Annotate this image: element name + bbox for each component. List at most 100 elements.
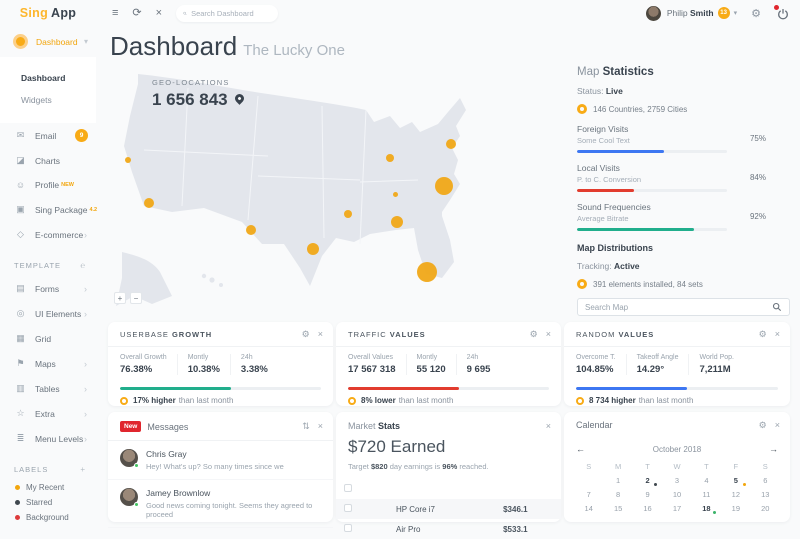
close-icon[interactable]: ×: [775, 421, 780, 430]
row-checkbox[interactable]: [344, 524, 352, 532]
close-icon[interactable]: ×: [318, 330, 323, 339]
user-notification-badge: 13: [718, 7, 730, 19]
gear-icon[interactable]: ⚙: [759, 421, 767, 430]
card-footer: 8% lower than last month: [336, 390, 561, 413]
title-bold: VALUES: [390, 330, 426, 339]
message-list-item[interactable]: Chris Gray Hey! What's up? So many times…: [108, 441, 333, 480]
day-cell[interactable]: 8: [603, 487, 632, 501]
calendar-month: October 2018: [585, 445, 769, 454]
day-cell[interactable]: 13: [751, 487, 780, 501]
sidebar-item-grid[interactable]: ▦ Grid: [0, 326, 96, 351]
label-text: My Recent: [26, 483, 64, 492]
tracking-line: Tracking: Active: [577, 261, 790, 271]
day-cell[interactable]: 5: [721, 473, 750, 487]
gear-icon[interactable]: ⚙: [759, 330, 767, 339]
sync-icon[interactable]: ⇅: [302, 422, 310, 431]
sidebar-item-maps[interactable]: ⚑ Maps ›: [0, 351, 96, 376]
sidebar-item-dashboard[interactable]: Dashboard ▾: [0, 26, 96, 57]
logout-power-icon[interactable]: [777, 7, 790, 20]
stat-label: 24h: [241, 354, 268, 361]
gear-icon[interactable]: ⚙: [302, 330, 310, 339]
select-all-checkbox[interactable]: [344, 484, 352, 492]
refresh-icon[interactable]: ⟳: [132, 8, 141, 19]
user-avatar[interactable]: [646, 6, 661, 21]
geo-dot: [391, 216, 403, 228]
sidebar-item-charts[interactable]: ◪ Charts: [0, 148, 96, 173]
search-input[interactable]: [191, 9, 271, 18]
table-row[interactable]: Air Pro $533.1: [336, 519, 561, 539]
close-icon[interactable]: ×: [318, 422, 323, 431]
sidebar-item-ui-elements[interactable]: ◎ UI Elements ›: [0, 301, 96, 326]
day-cell[interactable]: 18: [692, 501, 721, 515]
footer-rest: than last month: [399, 396, 454, 405]
chevron-down-icon[interactable]: ▾: [734, 9, 738, 17]
zoom-in-button[interactable]: +: [114, 292, 126, 304]
stat-value: 7,211M: [699, 364, 734, 375]
add-label-icon[interactable]: +: [80, 465, 86, 474]
day-cell[interactable]: 4: [692, 473, 721, 487]
close-icon[interactable]: ×: [775, 330, 780, 339]
day-cell[interactable]: 2: [633, 473, 662, 487]
sidebar-item-profile[interactable]: ☺ Profile NEW: [0, 173, 96, 197]
day-cell[interactable]: 9: [633, 487, 662, 501]
map-search-input[interactable]: [585, 303, 772, 312]
label-item-starred[interactable]: Starred: [0, 495, 96, 510]
sound-frequencies-row: Sound Frequencies Average Bitrate 92%: [577, 202, 790, 231]
day-cell[interactable]: 15: [603, 501, 632, 515]
sidebar-item-email[interactable]: ✉ Email 9: [0, 123, 96, 148]
gear-icon[interactable]: ⚙: [751, 7, 761, 20]
submenu-item-dashboard[interactable]: Dashboard: [21, 67, 96, 89]
close-icon[interactable]: ×: [546, 330, 551, 339]
page-title-text: Dashboard: [110, 31, 237, 61]
elements-line: 391 elements installed, 84 sets: [577, 279, 790, 289]
day-cell[interactable]: 12: [721, 487, 750, 501]
row-checkbox[interactable]: [344, 504, 352, 512]
label-item-background[interactable]: Background: [0, 510, 96, 525]
usa-map[interactable]: GEO-LOCATIONS 1 656 843 + −: [108, 60, 548, 312]
close-icon[interactable]: ×: [546, 422, 551, 431]
stat-label: Overall Growth: [120, 354, 167, 361]
template-section-icon[interactable]: ℮: [80, 261, 86, 270]
geo-dot: [417, 262, 437, 282]
day-cell[interactable]: 14: [574, 501, 603, 515]
submenu-item-widgets[interactable]: Widgets: [21, 89, 96, 111]
gear-icon[interactable]: ⚙: [530, 330, 538, 339]
event-dot: [713, 511, 716, 514]
day-cell[interactable]: 1: [603, 473, 632, 487]
weekday-header: W: [662, 459, 691, 473]
day-cell[interactable]: 6: [751, 473, 780, 487]
day-cell[interactable]: 10: [662, 487, 691, 501]
sidebar-item-sing-package[interactable]: ▣ Sing Package 4.2: [0, 197, 96, 222]
sidebar-item-ecommerce[interactable]: ◇ E-commerce ›: [0, 222, 96, 247]
sidebar-item-forms[interactable]: ▤ Forms ›: [0, 276, 96, 301]
traffic-values-card: TRAFFIC VALUES ⚙× Overall Values17 567 3…: [336, 322, 561, 406]
next-month-arrow[interactable]: →: [769, 444, 778, 454]
day-cell[interactable]: 20: [751, 501, 780, 515]
table-row[interactable]: HP Core i7 $346.1: [336, 499, 561, 519]
title-light: USERBASE: [120, 330, 169, 339]
hamburger-menu-icon[interactable]: ≡: [112, 8, 118, 19]
label-item-my-recent[interactable]: My Recent: [0, 480, 96, 495]
calendar-card: Calendar ⚙× ← October 2018 → S M T W T F…: [564, 412, 790, 522]
message-list-item[interactable]: Jamey Brownlow Good news coming tonight.…: [108, 480, 333, 528]
sidebar-item-extra[interactable]: ☆ Extra ›: [0, 401, 96, 426]
message-sender: Jamey Brownlow: [146, 488, 321, 498]
stat-label: World Pop.: [699, 354, 734, 361]
prev-month-arrow[interactable]: ←: [576, 444, 585, 454]
card-footer: 17% higher than last month: [108, 390, 333, 413]
day-cell[interactable]: 7: [574, 487, 603, 501]
message-sender: Chris Gray: [146, 449, 284, 459]
day-cell[interactable]: 16: [633, 501, 662, 515]
user-name[interactable]: Philip Smith: [667, 8, 714, 18]
day-cell[interactable]: 17: [662, 501, 691, 515]
close-icon[interactable]: ×: [156, 8, 162, 19]
sidebar-item-menu-levels[interactable]: ≣ Menu Levels ›: [0, 426, 96, 451]
sidebar-item-tables[interactable]: ▥ Tables ›: [0, 376, 96, 401]
day-cell[interactable]: 19: [721, 501, 750, 515]
search-icon[interactable]: [772, 302, 782, 312]
zoom-out-button[interactable]: −: [130, 292, 142, 304]
day-cell[interactable]: 3: [662, 473, 691, 487]
card-header: Calendar ⚙×: [564, 412, 790, 437]
day-cell[interactable]: 11: [692, 487, 721, 501]
target-amount: $820: [371, 462, 388, 471]
